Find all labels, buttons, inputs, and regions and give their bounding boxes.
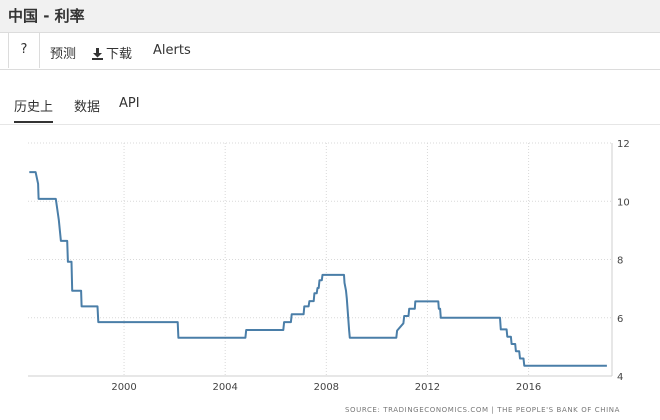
x-tick-label: 2004 <box>212 382 237 393</box>
title-bar: 中国 - 利率 <box>0 0 660 33</box>
x-tick-label: 2016 <box>516 382 541 393</box>
download-label: 下载 <box>106 47 133 62</box>
alerts-button[interactable]: Alerts <box>153 43 191 58</box>
page-title: 中国 - 利率 <box>8 7 85 25</box>
y-tick-label: 10 <box>617 197 630 208</box>
download-icon <box>92 48 103 60</box>
y-tick-label: 8 <box>617 256 623 267</box>
x-tick-label: 2008 <box>314 382 339 393</box>
tab-history[interactable]: 历史上 <box>14 96 54 123</box>
download-button[interactable]: 下载 <box>92 43 132 62</box>
chart-source: SOURCE: TRADINGECONOMICS.COM | THE PEOPL… <box>344 406 620 414</box>
tab-data[interactable]: 数据 <box>74 100 101 115</box>
x-tick-label: 2012 <box>415 382 440 393</box>
y-tick-label: 6 <box>617 314 623 325</box>
tab-bar: 历史上 数据 API <box>0 90 660 124</box>
y-tick-label: 12 <box>617 139 630 150</box>
tab-api[interactable]: API <box>119 96 140 111</box>
tab-divider <box>0 124 660 125</box>
x-tick-label: 2000 <box>111 382 136 393</box>
toolbar: ? 预测 下载 Alerts <box>0 33 660 70</box>
forecast-button[interactable]: 预测 <box>50 47 77 62</box>
help-button[interactable]: ? <box>8 33 40 68</box>
series-line-interest-rate <box>29 171 607 367</box>
interest-rate-chart: 4 6 8 10 12 2000 2004 2008 2012 2016 <box>28 139 630 393</box>
y-tick-label: 4 <box>617 372 623 383</box>
